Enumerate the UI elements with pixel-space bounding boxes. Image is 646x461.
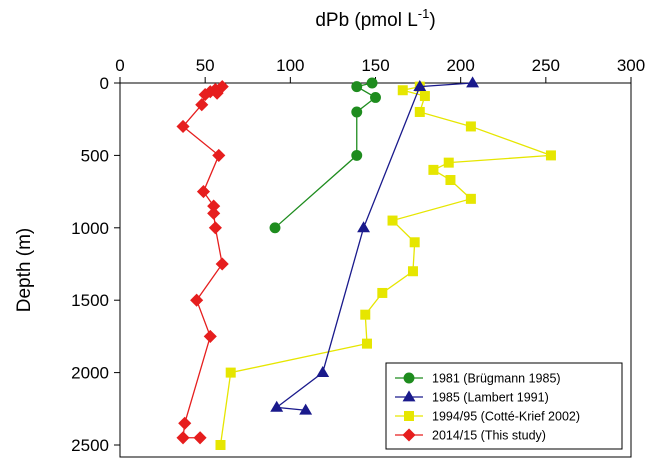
data-point bbox=[176, 431, 190, 445]
data-point bbox=[360, 309, 371, 320]
data-point bbox=[193, 431, 207, 445]
y-tick-label: 500 bbox=[81, 146, 109, 165]
data-point bbox=[215, 257, 229, 271]
data-point bbox=[210, 86, 224, 100]
data-point bbox=[413, 80, 427, 92]
data-point bbox=[208, 221, 222, 235]
legend-box bbox=[385, 362, 623, 450]
legend-label: 1994/95 (Cotté-Krief 2002) bbox=[432, 410, 580, 424]
data-point bbox=[465, 121, 476, 132]
data-point bbox=[178, 416, 192, 430]
legend-swatch-marker bbox=[402, 390, 416, 402]
y-tick-label: 1500 bbox=[71, 291, 109, 310]
data-point bbox=[366, 77, 378, 89]
x-axis-title-close: ) bbox=[429, 10, 435, 31]
legend-swatch-marker bbox=[404, 411, 414, 421]
data-point bbox=[351, 149, 363, 161]
data-point bbox=[443, 157, 454, 168]
x-tick-label: 50 bbox=[196, 56, 215, 75]
data-point bbox=[203, 329, 217, 343]
data-point bbox=[419, 91, 430, 102]
x-tick-label: 200 bbox=[446, 56, 474, 75]
data-point bbox=[176, 119, 190, 133]
series-3 bbox=[176, 80, 229, 445]
data-point bbox=[465, 193, 476, 204]
series-line bbox=[274, 82, 473, 411]
x-axis-title-superscript: -1 bbox=[418, 6, 430, 21]
x-tick-label: 300 bbox=[617, 56, 645, 75]
data-point bbox=[270, 400, 284, 412]
legend-label: 1981 (Brügmann 1985) bbox=[432, 372, 561, 386]
data-point bbox=[215, 440, 226, 450]
data-point bbox=[361, 338, 372, 349]
data-point bbox=[207, 206, 221, 220]
data-point bbox=[545, 150, 556, 161]
data-point bbox=[397, 85, 408, 96]
data-point bbox=[370, 92, 381, 103]
data-point bbox=[196, 185, 211, 199]
series-line bbox=[182, 86, 223, 439]
series-layer bbox=[176, 76, 556, 450]
data-point bbox=[212, 148, 226, 162]
x-axis-title-main: dPb (pmol L bbox=[315, 10, 417, 31]
data-point bbox=[357, 221, 371, 233]
data-point bbox=[407, 266, 418, 277]
y-tick-label: 1000 bbox=[71, 219, 109, 238]
series-1 bbox=[270, 76, 480, 415]
data-point bbox=[195, 98, 209, 112]
data-point bbox=[428, 164, 439, 175]
series-0 bbox=[269, 77, 381, 234]
data-point bbox=[351, 106, 363, 118]
y-tick-label: 2000 bbox=[71, 364, 109, 383]
data-point bbox=[190, 293, 204, 307]
data-point bbox=[414, 106, 425, 117]
data-point bbox=[351, 81, 363, 93]
legend: 1981 (Brügmann 1985) 1985 (Lambert 1991) 1… bbox=[385, 362, 623, 450]
data-point bbox=[269, 222, 281, 234]
x-tick-label: 0 bbox=[115, 56, 124, 75]
data-point bbox=[299, 403, 313, 415]
y-tick-label: 2500 bbox=[71, 436, 109, 455]
data-point bbox=[466, 76, 480, 88]
legend-swatch-marker bbox=[402, 428, 416, 442]
data-point bbox=[409, 237, 420, 248]
y-axis-title: Depth (m) bbox=[14, 228, 35, 312]
series-2 bbox=[215, 81, 556, 450]
x-axis-title: dPb (pmol L-1) bbox=[315, 6, 435, 31]
legend-label: 2014/15 (This study) bbox=[432, 429, 546, 443]
data-point bbox=[445, 175, 456, 186]
x-tick-label: 150 bbox=[361, 56, 389, 75]
x-tick-label: 250 bbox=[532, 56, 560, 75]
data-point bbox=[198, 88, 212, 102]
data-point bbox=[387, 215, 398, 226]
legend-swatch-marker bbox=[403, 372, 415, 384]
data-point bbox=[316, 366, 330, 378]
y-tick-label: 0 bbox=[100, 74, 109, 93]
axes: 0 50 100 150 200 250 300 0 500 1000 1500 2000 2500 dP… bbox=[14, 6, 645, 458]
data-point bbox=[225, 367, 236, 378]
data-point bbox=[377, 287, 388, 298]
x-tick-label: 100 bbox=[276, 56, 304, 75]
legend-label: 1985 (Lambert 1991) bbox=[432, 391, 549, 405]
